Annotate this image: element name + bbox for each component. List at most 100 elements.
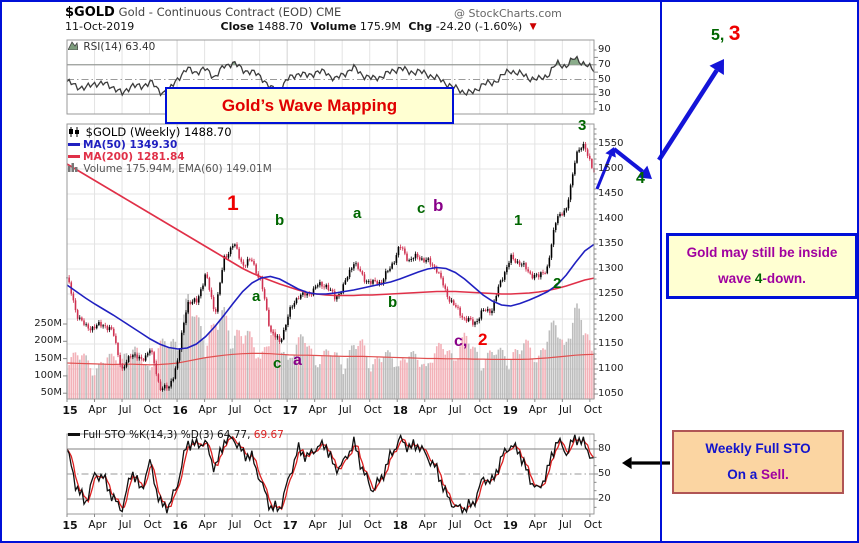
volume-axis-label: 200M bbox=[34, 335, 62, 347]
rsi-axis-label: 30 bbox=[598, 88, 611, 100]
down-triangle-icon: ▼ bbox=[529, 22, 537, 32]
x-axis-label: Jul bbox=[559, 404, 572, 416]
title-text: Gold’s Wave Mapping bbox=[221, 95, 398, 115]
volume-bars-icon bbox=[68, 163, 78, 175]
sto-axis-label: 50 bbox=[598, 467, 611, 479]
wave5-label: 5, bbox=[711, 27, 725, 44]
wave-label: c bbox=[417, 200, 426, 217]
x-axis-label: Oct bbox=[363, 404, 382, 416]
symbol-description: Gold - Continuous Contract (EOD) CME bbox=[118, 5, 342, 19]
x-axis-label: 19 bbox=[502, 404, 518, 417]
x-axis-label: 17 bbox=[282, 519, 298, 532]
x-axis-label: Jul bbox=[338, 404, 352, 416]
price-axis-label: 1450 bbox=[598, 188, 624, 199]
price-axis-label: 1400 bbox=[598, 213, 624, 224]
ma50-legend-text: MA(50) 1349.30 bbox=[83, 139, 178, 151]
ma200-legend-text: MA(200) 1281.84 bbox=[83, 151, 185, 163]
price-legend-text: $GOLD (Weekly) 1488.70 bbox=[85, 125, 232, 139]
volume-legend-text: Volume 175.94M, EMA(60) 149.01M bbox=[83, 163, 272, 175]
wave-label: 4 bbox=[636, 170, 645, 187]
volume-axis-label: 150M bbox=[34, 352, 62, 364]
ma200-line-swatch bbox=[68, 155, 80, 158]
vertical-divider bbox=[660, 2, 662, 541]
x-axis-label: Jul bbox=[338, 519, 352, 531]
price-axis-label: 1050 bbox=[598, 388, 624, 399]
wave5-projection-arrow bbox=[657, 69, 719, 162]
x-axis-label: 15 bbox=[62, 519, 78, 532]
candlestick-icon bbox=[68, 126, 80, 140]
sto-sell-note-box: Weekly Full STO On a Sell. bbox=[672, 430, 844, 494]
x-axis-label: 16 bbox=[172, 519, 188, 532]
x-axis-label: 17 bbox=[282, 404, 298, 417]
x-axis-label: Jul bbox=[559, 519, 572, 531]
x-axis-label: Apr bbox=[198, 404, 217, 416]
chg-label: Chg bbox=[408, 20, 433, 33]
volume-label: Volume bbox=[310, 20, 357, 33]
wave3-label: 3 bbox=[728, 22, 741, 45]
volume-axis-label: 100M bbox=[34, 369, 62, 381]
x-axis-label: Jul bbox=[448, 519, 462, 531]
sto-note-line1: Weekly Full STO bbox=[705, 441, 811, 457]
x-axis-label: Apr bbox=[528, 519, 547, 531]
indicator-area-icon bbox=[67, 41, 79, 53]
volume-legend: Volume 175.94M, EMA(60) 149.01M bbox=[68, 163, 272, 175]
x-axis-label: Jul bbox=[228, 519, 242, 531]
x-axis-label: Apr bbox=[528, 404, 547, 416]
rsi-axis-label: 90 bbox=[598, 44, 611, 55]
wave-label: b bbox=[388, 294, 398, 311]
x-axis-label: Jul bbox=[448, 404, 462, 416]
x-axis-label: Oct bbox=[143, 404, 162, 416]
x-axis-label: 19 bbox=[502, 519, 518, 532]
x-axis-label: Oct bbox=[473, 519, 492, 531]
sto-d-value: 69.67 bbox=[253, 429, 284, 441]
x-axis-label: Jul bbox=[118, 404, 132, 416]
x-axis-label: Apr bbox=[418, 519, 437, 531]
x-axis-label: Oct bbox=[473, 404, 492, 416]
wave-label: 1 bbox=[514, 212, 523, 229]
x-axis-label: Apr bbox=[198, 519, 217, 531]
x-axis-label: Oct bbox=[253, 519, 272, 531]
wave-label: a bbox=[293, 352, 302, 369]
volume-axis-label: 250M bbox=[34, 318, 62, 329]
ma50-line-swatch bbox=[68, 143, 80, 146]
wave-label: 1 bbox=[227, 192, 239, 215]
chg-value: -24.20 (-1.60%) bbox=[435, 20, 523, 33]
ma200-legend: MA(200) 1281.84 bbox=[68, 151, 185, 163]
wave-label: a bbox=[252, 288, 261, 305]
wave4-note-box: Gold may still be inside wave 4-down. bbox=[666, 233, 857, 299]
price-pullback-arrow-down bbox=[612, 147, 644, 174]
x-axis-label: Jul bbox=[118, 519, 132, 531]
wave4-note-line2: wave 4-down. bbox=[718, 271, 806, 286]
quote-date: 11-Oct-2019 bbox=[65, 20, 135, 33]
x-axis-label: Apr bbox=[88, 404, 107, 416]
wave-label: 2 bbox=[553, 275, 562, 292]
price-bounce-arrow-up bbox=[595, 154, 613, 190]
rsi-legend-text: RSI(14) 63.40 bbox=[83, 41, 156, 53]
x-axis-label: Apr bbox=[308, 404, 327, 416]
sto-legend-text: Full STO %K(14,3) %D(3) 64.77, bbox=[83, 429, 251, 441]
price-axis-label: 1100 bbox=[598, 363, 624, 374]
wave-label: 3 bbox=[578, 117, 587, 134]
x-axis-label: Apr bbox=[88, 519, 107, 531]
chart-header-line2: 11-Oct-2019 Close 1488.70 Volume 175.9M … bbox=[65, 20, 541, 33]
price-axis-label: 1150 bbox=[598, 338, 624, 349]
chart-header-line1: $GOLD Gold - Continuous Contract (EOD) C… bbox=[65, 5, 341, 20]
wave-label: c bbox=[273, 355, 282, 372]
x-axis-label: Oct bbox=[363, 519, 382, 531]
ma50-legend: MA(50) 1349.30 bbox=[68, 139, 177, 151]
wave-label: a bbox=[353, 205, 362, 222]
volume-value: 175.9M bbox=[359, 20, 401, 33]
x-axis-label: 18 bbox=[392, 404, 408, 417]
title-box: Gold’s Wave Mapping bbox=[165, 87, 454, 124]
rsi-axis-label: 70 bbox=[598, 58, 611, 70]
price-legend: $GOLD (Weekly) 1488.70 bbox=[68, 125, 232, 140]
price-axis-label: 1200 bbox=[598, 313, 624, 324]
rsi-axis-label: 50 bbox=[598, 73, 611, 85]
x-axis-label: Oct bbox=[583, 404, 602, 416]
price-axis-label: 1500 bbox=[598, 163, 624, 174]
sto-axis-label: 80 bbox=[598, 443, 611, 454]
symbol-label: $GOLD bbox=[65, 5, 115, 20]
x-axis-label: Jul bbox=[228, 404, 242, 416]
x-axis-label: 16 bbox=[172, 404, 188, 417]
